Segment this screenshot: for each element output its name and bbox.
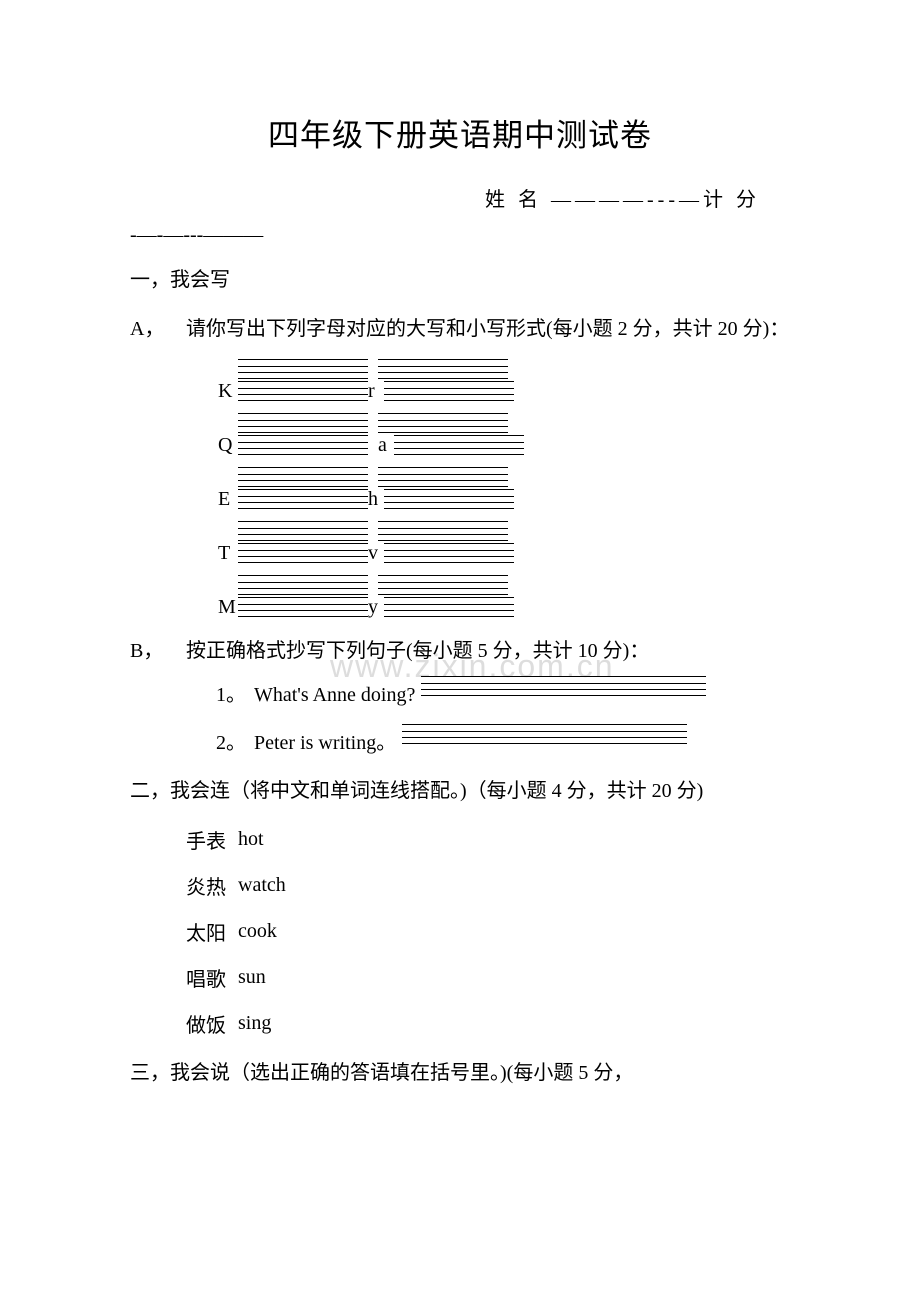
name-score-line: 姓 名 ————---—计 分 (130, 183, 790, 212)
writing-line[interactable] (402, 724, 687, 744)
writing-line[interactable] (384, 597, 514, 617)
match-list: 手表 hot 炎热 watch 太阳 cook 唱歌 sun 做饭 sing (130, 816, 790, 1046)
item-number: 2。 (216, 724, 254, 762)
part-b-label: B， (130, 632, 186, 670)
sentence-item: 1。 What's Anne doing? (216, 676, 790, 714)
match-zh: 做饭 (186, 1009, 238, 1038)
match-en: hot (238, 828, 264, 851)
letter-right: v (368, 542, 384, 565)
letter-row: Tv (218, 538, 790, 568)
part-b: B， 按正确格式抄写下列句子(每小题 5 分，共计 10 分)： (130, 632, 790, 670)
letter-left: Q (218, 434, 238, 457)
letter-left: M (218, 596, 238, 619)
section-1-heading: 一，我会写 (130, 263, 790, 292)
writing-line[interactable] (238, 597, 368, 617)
writing-line[interactable] (394, 435, 524, 455)
item-text: Peter is writing。 (254, 724, 396, 762)
part-a-text: 请你写出下列字母对应的大写和小写形式(每小题 2 分，共计 20 分)： (186, 310, 790, 348)
match-zh: 太阳 (186, 917, 238, 946)
writing-line[interactable] (238, 543, 368, 563)
letter-row: Kr (218, 376, 790, 406)
sentence-item: 2。 Peter is writing。 (216, 724, 790, 762)
letter-row: Qa (218, 430, 790, 460)
letter-right: y (368, 596, 384, 619)
page-title: 四年级下册英语期中测试卷 (130, 110, 790, 155)
writing-line[interactable] (384, 489, 514, 509)
match-item: 唱歌 sun (186, 954, 790, 1000)
part-b-text: 按正确格式抄写下列句子(每小题 5 分，共计 10 分)： (186, 632, 790, 670)
writing-line[interactable] (384, 543, 514, 563)
writing-line[interactable] (238, 381, 368, 401)
letter-right: r (368, 380, 384, 403)
item-text: What's Anne doing? (254, 676, 415, 714)
match-item: 太阳 cook (186, 908, 790, 954)
letter-right: a (378, 434, 394, 457)
match-zh: 手表 (186, 825, 238, 854)
letter-row: Eh (218, 484, 790, 514)
match-zh: 炎热 (186, 871, 238, 900)
match-item: 做饭 sing (186, 1000, 790, 1046)
letter-left: K (218, 380, 238, 403)
match-zh: 唱歌 (186, 963, 238, 992)
letter-left: T (218, 542, 238, 565)
letter-left: E (218, 488, 238, 511)
sentence-items: 1。 What's Anne doing? 2。 Peter is writin… (186, 676, 790, 762)
section-3-heading: 三，我会说（选出正确的答语填在括号里。)(每小题 5 分， (130, 1056, 790, 1085)
letter-row: My (218, 592, 790, 622)
match-item: 炎热 watch (186, 862, 790, 908)
letter-rows: Kr Qa Eh Tv My (130, 354, 790, 622)
match-en: cook (238, 920, 277, 943)
item-number: 1。 (216, 676, 254, 714)
writing-line[interactable] (384, 381, 514, 401)
letter-right: h (368, 488, 384, 511)
writing-line[interactable] (238, 435, 368, 455)
part-a: A， 请你写出下列字母对应的大写和小写形式(每小题 2 分，共计 20 分)： (130, 310, 790, 348)
writing-line[interactable] (421, 676, 706, 696)
writing-line[interactable] (238, 489, 368, 509)
match-en: sun (238, 966, 266, 989)
match-en: sing (238, 1012, 271, 1035)
dash-continuation: -—-—---——— (130, 224, 790, 247)
match-en: watch (238, 874, 286, 897)
section-2-heading: 二，我会连（将中文和单词连线搭配。)（每小题 4 分，共计 20 分) (130, 772, 790, 810)
part-a-label: A， (130, 310, 186, 348)
match-item: 手表 hot (186, 816, 790, 862)
